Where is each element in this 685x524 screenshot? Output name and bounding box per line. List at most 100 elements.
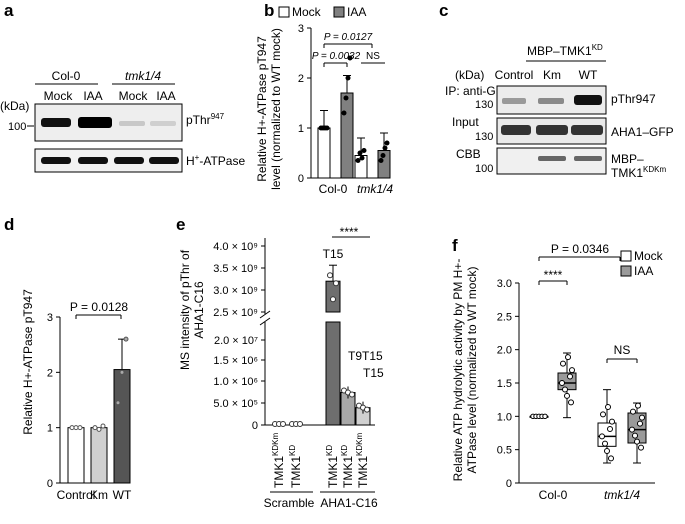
data-point [297, 421, 303, 427]
lane-label: WT [579, 68, 598, 82]
data-point [361, 148, 367, 153]
panel-e: e MS intensity of pThr of AHA1-C16 4.0 ×… [176, 215, 384, 510]
data-point [378, 158, 384, 163]
group-label-tmk: tmk1/4 [125, 69, 161, 83]
axis-break [259, 317, 271, 326]
data-point [123, 336, 129, 342]
y-tick-label: 2.5 × 10⁹ [213, 307, 258, 319]
band [114, 157, 144, 164]
band-label: AHA1–GFP [611, 125, 674, 139]
data-point [542, 413, 548, 420]
legend-swatch-mock [620, 250, 632, 262]
p-value: P = 0.0127 [324, 32, 373, 43]
bar [317, 127, 331, 179]
panel-b: b Mock IAA Relative H+-ATPase pT947 leve… [255, 1, 393, 196]
kda-label: (kDa) [0, 99, 29, 113]
legend-swatch-mock [278, 6, 290, 18]
data-point [345, 75, 351, 81]
data-point [380, 153, 386, 158]
data-point [330, 296, 336, 303]
y-tick-label: 0 [47, 478, 53, 490]
group-label: AHA1-C16 [320, 496, 378, 510]
data-point [359, 155, 365, 161]
data-point [634, 438, 640, 445]
legend-label: Mock [634, 249, 664, 263]
y-tick-label: 3.0 × 10⁹ [213, 285, 258, 297]
data-point [280, 421, 286, 427]
y-axis-label: Relative ATP hydrolytic activity by PM H… [451, 259, 465, 482]
x-label: TMK1KD [325, 445, 340, 488]
y-tick-label: 2 [47, 367, 53, 379]
x-label: TMK1KDKm [271, 433, 286, 488]
y-axis-label: level (normalized to WT mock) [269, 28, 283, 190]
data-point [73, 425, 79, 431]
band [502, 98, 526, 104]
panel-e-letter: e [176, 215, 185, 234]
legend-swatch-iaa [333, 6, 345, 18]
axis-break [259, 310, 271, 319]
band [149, 157, 179, 164]
data-point [635, 402, 641, 409]
panel-d: d Relative H+-ATPase pT947 0 1 2 3 P = 0.01… [4, 215, 132, 502]
band [571, 125, 603, 135]
band [536, 125, 568, 135]
band [574, 156, 602, 161]
panel-a-letter: a [4, 1, 14, 20]
y-tick-label: 1 [47, 423, 53, 435]
data-point [384, 140, 390, 146]
data-point [637, 420, 643, 427]
p-value: P = 0.0032 [312, 51, 361, 62]
panel-d-letter: d [4, 215, 14, 234]
x-label: tmk1/4 [604, 488, 640, 502]
data-point [607, 426, 613, 432]
marker-label: 130 [475, 99, 493, 111]
data-point [565, 354, 571, 361]
data-point [341, 110, 347, 116]
y-tick-label: 2.5 [497, 311, 512, 323]
significance: **** [340, 225, 359, 239]
data-point [349, 391, 355, 398]
y-tick-label: 0 [252, 420, 258, 432]
y-tick-label: 0.5 [497, 445, 512, 457]
significance: **** [544, 268, 563, 282]
data-point [629, 426, 635, 433]
y-tick-label: 0 [506, 478, 512, 490]
x-label: Km [90, 488, 108, 502]
band [41, 157, 71, 164]
row-label: Input [452, 115, 479, 129]
bar-label: T15 [323, 247, 344, 261]
lane-label: Control [495, 68, 534, 82]
lane-label: Mock [44, 89, 74, 103]
data-point [92, 425, 98, 431]
row-label: IP: anti-GFP [445, 84, 511, 98]
p-value: P = 0.0346 [551, 242, 609, 256]
data-point [119, 369, 125, 375]
bar-label: T9T15 [348, 349, 383, 363]
ns-label: NS [614, 343, 631, 357]
panel-b-letter: b [264, 1, 274, 20]
band [501, 125, 531, 135]
panel-f-letter: f [452, 236, 458, 255]
p-value: P = 0.0128 [70, 300, 128, 314]
data-point [115, 400, 121, 406]
legend-label: Mock [292, 5, 322, 19]
construct-label: MBP–TMK1KD [527, 43, 603, 58]
group-label: Scramble [264, 496, 315, 510]
data-point [562, 386, 568, 393]
band-label: pThr947 [186, 112, 225, 127]
data-point [599, 433, 605, 440]
band [538, 156, 566, 161]
panel-c-letter: c [439, 1, 448, 20]
band [538, 98, 564, 104]
data-point [77, 425, 83, 431]
x-label: Col-0 [319, 182, 348, 196]
x-label: Control [57, 488, 96, 502]
marker-label: 100 [8, 121, 26, 133]
bar-label: T15 [363, 366, 384, 380]
data-point [333, 280, 339, 287]
lane-label: Mock [119, 89, 149, 103]
y-tick-label: 3.0 [497, 278, 512, 290]
data-point [568, 399, 574, 406]
y-tick-label: 1.5 [497, 378, 512, 390]
y-tick-label: 5.0 × 10⁵ [213, 398, 258, 410]
